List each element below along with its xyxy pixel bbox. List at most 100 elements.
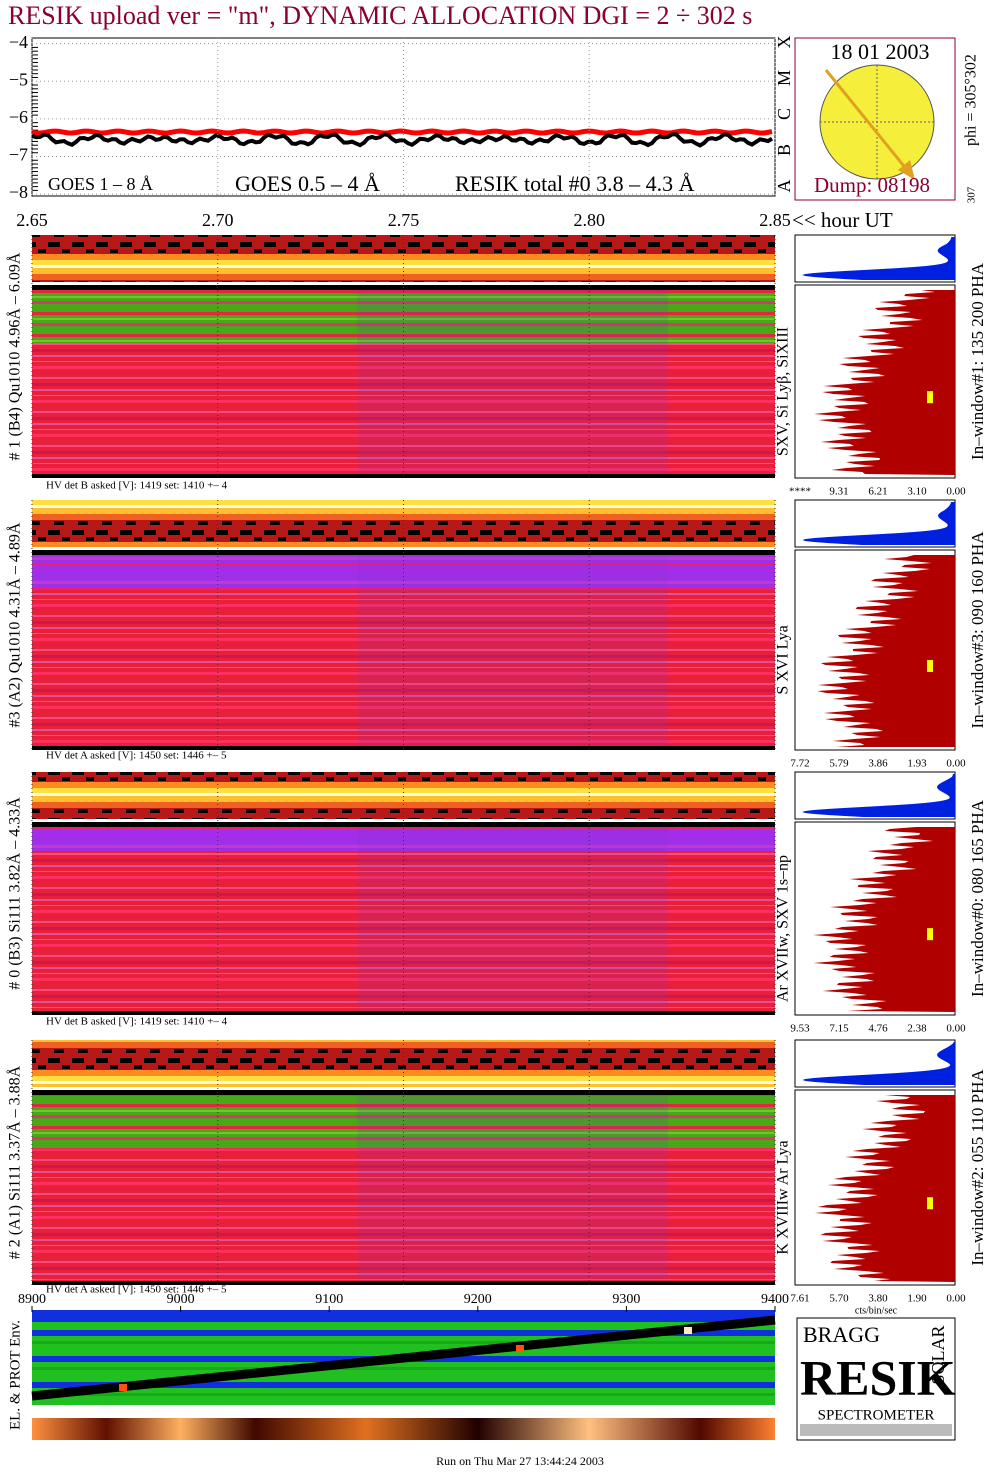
spectrum-strip xyxy=(32,1040,775,1087)
flare-class: A xyxy=(774,180,794,193)
window-label: In–window#2: 055 110 PHA xyxy=(968,1069,987,1266)
histo-tick-label: 4.76 xyxy=(868,1023,888,1035)
window-label: In–window#3: 090 160 PHA xyxy=(968,531,987,729)
histo-tick-label: 3.10 xyxy=(907,486,927,498)
histo-tick-label: 1.93 xyxy=(907,758,927,770)
x-tick-label: 2.85 xyxy=(759,210,791,230)
y-tick-label: −4 xyxy=(9,32,28,52)
histo-marker xyxy=(927,928,933,941)
y-tick-label: −5 xyxy=(9,69,28,89)
legend-goes-long: GOES 1 – 8 Å xyxy=(48,174,153,194)
footer: Run on Thu Mar 27 13:44:24 2003 xyxy=(436,1454,604,1468)
panel-label: # 1 (B4) Qu1010 4.96Å – 6.09Å xyxy=(6,252,24,460)
legend-goes-short: GOES 0.5 – 4 Å xyxy=(235,171,380,196)
panel-label: # 0 (B3) Si111 3.82Å – 4.33Å xyxy=(6,797,24,990)
spectrogram-edge xyxy=(32,1281,775,1285)
histo-tick-label: 0.00 xyxy=(946,1293,966,1305)
env-marker xyxy=(684,1327,692,1334)
x-tick-label: 9000 xyxy=(167,1292,195,1307)
sun-phi-end: 307 xyxy=(966,186,978,203)
histo-tick-label: 5.70 xyxy=(829,1293,849,1305)
spectrogram-segment xyxy=(357,822,668,1015)
histo-tick-label: 1.90 xyxy=(907,1293,927,1305)
histo-tick-label: 6.21 xyxy=(868,486,887,498)
histo-large xyxy=(817,555,955,747)
time-unit: << hour UT xyxy=(792,208,893,232)
histo-small xyxy=(802,502,955,545)
y-tick-label: −6 xyxy=(9,107,28,127)
sun-phi: phi = 305°302 xyxy=(963,54,980,146)
logo-name: SPECTROMETER xyxy=(818,1407,935,1423)
spectrogram xyxy=(32,285,775,343)
sun-arrow-head xyxy=(898,160,915,180)
logo-frame xyxy=(796,1317,956,1441)
histo-tick-label: 0.00 xyxy=(946,1023,966,1035)
x-tick-label: 2.75 xyxy=(388,210,420,230)
line-label: SXV, Si Lyβ, SiXIII xyxy=(775,327,792,456)
histo-tick-label: 0.00 xyxy=(946,758,966,770)
histo-small xyxy=(802,774,955,817)
goes-trace xyxy=(31,128,773,136)
hv-label: HV det B asked [V]: 1419 set: 1410 +– 4 xyxy=(46,1016,228,1028)
hv-label: HV det B asked [V]: 1419 set: 1410 +– 4 xyxy=(46,480,228,492)
y-tick-label: −7 xyxy=(9,145,28,165)
resik-trace xyxy=(31,132,774,148)
histo-tick-label: 0.00 xyxy=(946,486,966,498)
flare-class: M xyxy=(774,70,794,86)
spectrogram-segment xyxy=(357,1090,668,1285)
logo-bragg: BRAGG xyxy=(803,1322,880,1347)
x-tick-label: 2.65 xyxy=(16,210,48,230)
hv-label: HV det A asked [V]: 1450 set: 1446 +– 5 xyxy=(46,750,227,762)
histo-small xyxy=(802,237,955,280)
histo-tick-label: 9.53 xyxy=(790,1023,810,1035)
env-marker xyxy=(119,1384,127,1391)
flare-class: X xyxy=(774,36,794,49)
x-tick-label: 9200 xyxy=(464,1292,492,1307)
logo-fineprint xyxy=(800,1424,952,1436)
sun-date: 18 01 2003 xyxy=(831,39,930,64)
line-label: K XVIIIw Ar Lya xyxy=(775,1140,792,1254)
x-tick-label: 9300 xyxy=(612,1292,640,1307)
window-label: In–window#0: 080 165 PHA xyxy=(968,799,987,997)
histo-tick-label: 7.15 xyxy=(829,1023,849,1035)
x-tick-label: 8900 xyxy=(18,1292,46,1307)
logo-solar: SOLAR xyxy=(928,1325,948,1384)
spectrum-strip xyxy=(32,235,775,282)
panel-label: # 2 (A1) Si111 3.37Å – 3.88Å xyxy=(6,1065,24,1259)
hv-label: HV det A asked [V]: 1450 set: 1446 +– 5 xyxy=(46,1284,227,1296)
histo-tick-label: **** xyxy=(789,486,811,498)
y-tick-label: −8 xyxy=(9,182,28,202)
histo-tick-label: 3.80 xyxy=(868,1293,888,1305)
env-band xyxy=(32,1310,775,1322)
x-tick-label: 9400 xyxy=(761,1292,789,1307)
histo-tick-label: 2.38 xyxy=(907,1023,927,1035)
histo-marker xyxy=(927,1197,933,1210)
env-marker xyxy=(516,1345,524,1352)
x-tick-label: 9100 xyxy=(315,1292,343,1307)
env-strip xyxy=(32,1418,775,1440)
legend-resik: RESIK total #0 3.8 – 4.3 Å xyxy=(455,171,695,196)
spectrogram xyxy=(32,822,775,1015)
histo-large xyxy=(813,827,955,1012)
histo-marker xyxy=(927,660,933,672)
histo-marker xyxy=(927,391,933,404)
line-label: S XVI Lya xyxy=(775,625,792,694)
env-track xyxy=(31,1315,776,1401)
histo-unit: cts/bin/sec xyxy=(855,1305,898,1316)
panels: HV det B asked [V]: 1419 set: 1410 +– 4 #… xyxy=(6,234,987,1305)
histo-large xyxy=(813,290,955,475)
histo-tick-label: 9.31 xyxy=(829,486,848,498)
spectrogram-segment xyxy=(357,285,668,478)
sun-dump: Dump: 08198 xyxy=(814,173,930,197)
line-label: Ar XVIIw, SXV 1s–np xyxy=(775,855,792,1002)
flare-class: C xyxy=(774,108,794,120)
lightcurve: −4 −5 −6 −7 −8 xyxy=(9,32,776,202)
spectrum-strip xyxy=(32,500,775,547)
logo-resik: RESIK xyxy=(800,1349,956,1405)
env-label: EL. & PROT Env. xyxy=(7,1320,23,1430)
spectrum-strip xyxy=(32,772,775,819)
panel-label: #3 (A2) Qu1010 4.31Å – 4.89Å xyxy=(6,522,24,727)
histo-small xyxy=(802,1042,955,1085)
flare-class: B xyxy=(774,144,794,156)
